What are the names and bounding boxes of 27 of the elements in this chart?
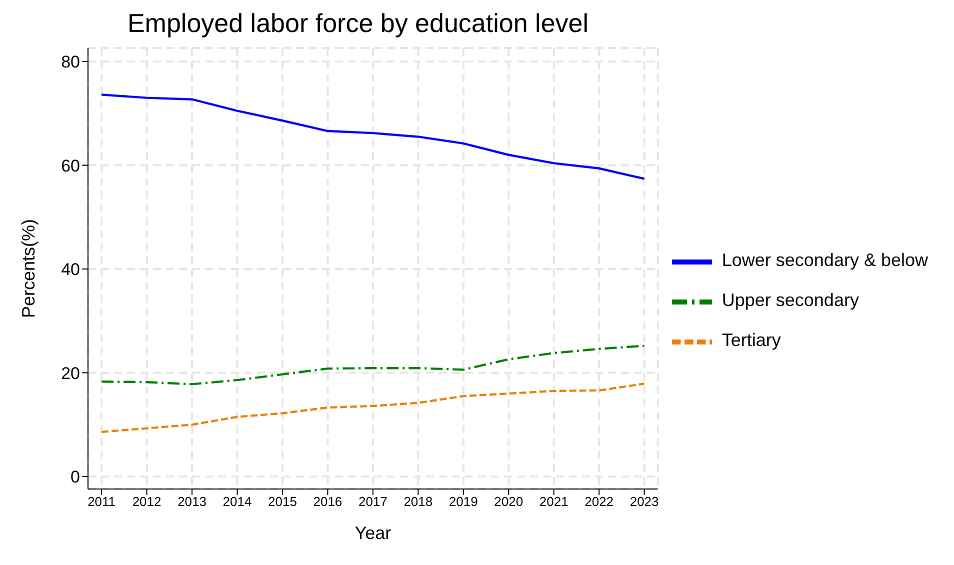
x-tick-label: 2022 [584,494,614,510]
y-tick-label: 20 [61,364,80,383]
x-axis-title: Year [354,523,392,543]
x-tick-label: 2014 [222,494,252,510]
x-tick-label: 2021 [539,494,568,510]
x-tick-label: 2019 [448,494,478,510]
x-tick-label: 2016 [313,494,342,510]
y-tick-label: 0 [70,468,80,487]
line-series [100,382,646,434]
chart-title: Employed labor force by education level [126,8,590,40]
legend-label: Upper secondary [722,290,859,310]
legend-label: Tertiary [722,330,781,350]
x-tick-label: 2012 [132,494,162,510]
x-tick-label: 2013 [178,494,206,510]
x-tick-label: 2023 [630,494,659,510]
x-tick-label: 2020 [494,494,524,510]
y-axis-title: Percents(%) [18,218,38,318]
legend-label: Lower secondary & below [722,250,928,270]
line-series [100,344,646,386]
x-tick-label: 2017 [358,494,388,510]
y-tick-label: 40 [61,260,80,280]
y-tick-label: 80 [61,52,80,72]
x-tick-label: 2015 [268,494,297,510]
x-tick-label: 2011 [88,494,116,510]
line-series [100,94,646,180]
x-tick-label: 2018 [404,494,433,510]
y-tick-label: 60 [61,156,80,176]
